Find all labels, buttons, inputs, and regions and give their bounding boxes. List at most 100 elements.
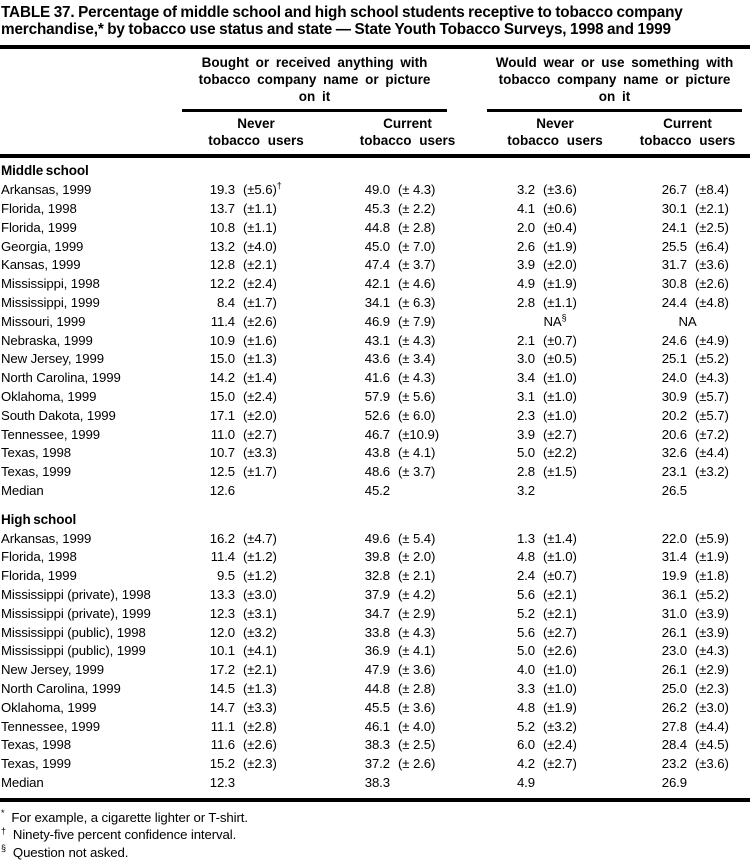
value-cell: 43.1 <box>364 332 390 348</box>
footnotes: * For example, a cigarette lighter or T-s… <box>0 802 750 862</box>
footnote-marker: * <box>1 808 5 819</box>
ci-cell: (±1.6) <box>243 332 277 348</box>
ci-cell: (±2.1) <box>543 605 577 621</box>
value-cell: 3.3 <box>516 680 535 696</box>
value-cell: 11.4 <box>210 313 235 329</box>
value-cell: 14.5 <box>209 680 235 696</box>
value-cell: 26.1 <box>661 662 687 678</box>
ci-cell: (±2.7) <box>243 426 277 442</box>
ci-cell: (±7.2) <box>695 426 729 442</box>
ci-cell: (±2.5) <box>695 219 729 235</box>
value-cell: 23.0 <box>661 643 687 659</box>
value-cell: 45.5 <box>364 699 390 715</box>
value-cell: 26.5 <box>661 482 687 498</box>
state-label: Nebraska, 1999 <box>1 332 93 348</box>
footnote-text: For example, a cigarette lighter or T-sh… <box>11 809 248 825</box>
table-row: Florida, 1998 13.7 (±1.1) 45.3 (± 2.2) 4.1 (±0… <box>0 200 750 219</box>
ci-cell: (± 4.3) <box>398 624 436 640</box>
value-cell: 11.4 <box>210 549 235 565</box>
ci-cell: (±0.5) <box>543 351 577 367</box>
table-row: Georgia, 1999 13.2 (±4.0) 45.0 (± 7.0) 2.6 (±1… <box>0 238 750 257</box>
ci-cell: (± 3.7) <box>398 257 436 273</box>
table-row: Missouri, 1999 11.4 (±2.6) 46.9 (± 7.9) NA§ NA <box>0 313 750 332</box>
value-cell: 11.0 <box>210 426 235 442</box>
ci-cell: (± 2.9) <box>398 605 436 621</box>
ci-cell: (±4.0) <box>243 238 277 254</box>
value-cell: 45.3 <box>364 201 390 217</box>
ci-cell: (±1.9) <box>695 549 729 565</box>
ci-cell: (±5.6)† <box>243 181 282 198</box>
ci-cell: (±0.7) <box>543 568 577 584</box>
value-cell: 3.1 <box>516 388 535 404</box>
table-row: Texas, 1998 10.7 (±3.3) 43.8 (± 4.1) 5.0 (±2.2… <box>0 444 750 463</box>
ci-cell: (±2.1) <box>243 662 277 678</box>
ci-cell <box>235 482 330 501</box>
ci-cell: (± 6.0) <box>398 407 436 423</box>
value-cell: 47.9 <box>364 662 390 678</box>
state-label: Texas, 1998 <box>1 737 72 753</box>
state-label: Median <box>1 774 44 790</box>
ci-cell: (± 5.6) <box>398 388 436 404</box>
table-row: Nebraska, 1999 10.9 (±1.6) 43.1 (± 4.3) 2.1 (±… <box>0 332 750 351</box>
table-row: Mississippi (private), 1999 12.3 (±3.1) 34.… <box>0 605 750 624</box>
value-cell: 4.9 <box>516 774 535 790</box>
ci-cell: (± 4.2) <box>398 586 436 602</box>
ci-cell <box>390 774 485 800</box>
value-cell: 12.3 <box>209 605 235 621</box>
table-row: Arkansas, 1999 19.3 (±5.6)† 49.0 (± 4.3) 3.2 (… <box>0 181 750 200</box>
table-row: Mississippi (private), 1998 13.3 (±3.0) 37.… <box>0 586 750 605</box>
subheader-current-bought: Current tobacco users <box>359 115 456 148</box>
value-cell: 23.1 <box>661 464 687 480</box>
value-cell: 3.9 <box>516 426 535 442</box>
group-header-rule-wear: Would wear or use something with tobacco… <box>487 54 742 112</box>
ci-cell: (±2.9) <box>695 662 729 678</box>
ci-cell: (± 4.3) <box>398 182 436 198</box>
value-cell: 37.9 <box>364 586 390 602</box>
table-row: South Dakota, 1999 17.1 (±2.0) 52.6 (± 6.0) 2… <box>0 407 750 426</box>
state-label: South Dakota, 1999 <box>1 407 116 423</box>
value-cell: 2.3 <box>516 407 535 423</box>
value-cell: 49.0 <box>364 182 390 198</box>
ci-cell: (± 4.1) <box>398 445 436 461</box>
ci-cell: (±2.4) <box>243 276 277 292</box>
state-label: Kansas, 1999 <box>1 257 81 273</box>
table-body: Middle school Arkansas, 1999 19.3 (±5.6)† 49… <box>0 156 750 799</box>
state-label: Texas, 1999 <box>1 464 72 480</box>
value-cell: 43.6 <box>364 351 390 367</box>
ci-cell: (±2.1) <box>243 257 277 273</box>
table-title: TABLE 37. Percentage of middle school an… <box>0 2 750 49</box>
state-label: Mississippi (private), 1998 <box>1 586 151 602</box>
value-cell: 17.1 <box>209 407 235 423</box>
value-cell: 36.1 <box>661 586 687 602</box>
value-cell: 10.7 <box>209 445 235 461</box>
na-cell: NA <box>678 313 697 329</box>
ci-cell: (± 3.4) <box>398 351 436 367</box>
state-label: Florida, 1999 <box>1 219 77 235</box>
ci-cell: (±3.9) <box>695 605 729 621</box>
ci-cell: (±2.7) <box>543 426 577 442</box>
ci-cell: (±4.3) <box>695 370 729 386</box>
value-cell: 2.0 <box>516 219 535 235</box>
value-cell: 15.0 <box>209 351 235 367</box>
ci-cell: (± 6.3) <box>398 295 436 310</box>
table-row: Kansas, 1999 12.8 (±2.1) 47.4 (± 3.7) 3.9 (±2.… <box>0 256 750 275</box>
state-label: Tennessee, 1999 <box>1 718 100 734</box>
state-column-spacer <box>0 111 182 159</box>
group-header-wear: Would wear or use something with tobacco… <box>495 54 734 105</box>
value-cell: 24.1 <box>661 219 687 235</box>
ci-cell: (±4.4) <box>695 718 729 734</box>
value-cell: 4.0 <box>516 662 535 678</box>
value-cell: 45.2 <box>364 482 390 498</box>
value-cell: 28.4 <box>661 737 687 753</box>
ci-cell <box>687 774 750 800</box>
value-cell: 14.7 <box>209 699 235 715</box>
state-label: Mississippi, 1999 <box>1 295 100 310</box>
table-row: Texas, 1998 11.6 (±2.6) 38.3 (± 2.5) 6.0 (±2.4… <box>0 736 750 755</box>
ci-cell: (±4.3) <box>695 643 729 659</box>
group-header-rule-bought: Bought or received anything with tobacco… <box>182 54 447 112</box>
ci-cell: (± 7.0) <box>398 238 436 254</box>
table-row: Mississippi (public), 1998 12.0 (±3.2) 33.8… <box>0 624 750 643</box>
ci-cell: (± 2.1) <box>398 568 436 584</box>
table-row: Mississippi, 1998 12.2 (±2.4) 42.1 (± 4.6) 4.… <box>0 275 750 294</box>
value-cell: 1.3 <box>516 530 535 546</box>
